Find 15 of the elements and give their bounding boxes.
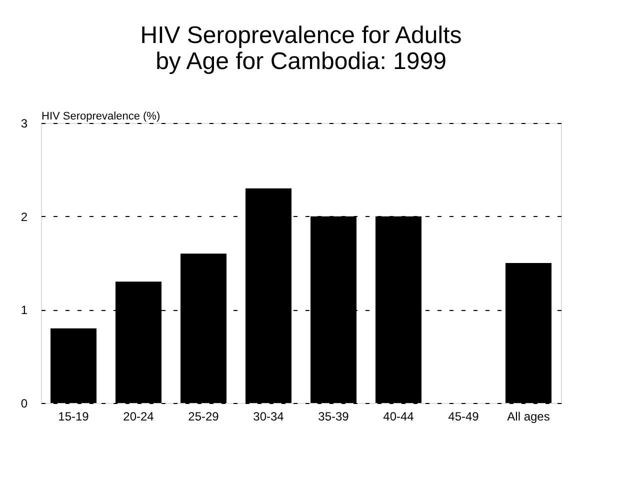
y-tick-label: 3	[20, 116, 28, 130]
y-axis-title: HIV Seroprevalence (%)	[42, 110, 160, 122]
y-tick-label: 0	[20, 396, 28, 410]
x-tick-label: 45-49	[448, 410, 480, 424]
text: by Age for Cambodia: 1999	[156, 48, 446, 75]
y-tick-label: 1	[20, 303, 28, 318]
text: HIV Seroprevalence for Adults	[140, 22, 462, 49]
x-tick-label: 25-29	[188, 410, 220, 424]
x-tick-label: All ages	[507, 410, 550, 424]
x-tick-label: 35-39	[318, 410, 350, 424]
x-tick-label: 30-34	[253, 410, 284, 424]
x-tick-label: 15-19	[58, 410, 90, 424]
x-tick-label: 20-24	[123, 410, 154, 424]
y-tick-label: 2	[20, 210, 28, 224]
x-tick-label: 40-44	[383, 410, 414, 424]
